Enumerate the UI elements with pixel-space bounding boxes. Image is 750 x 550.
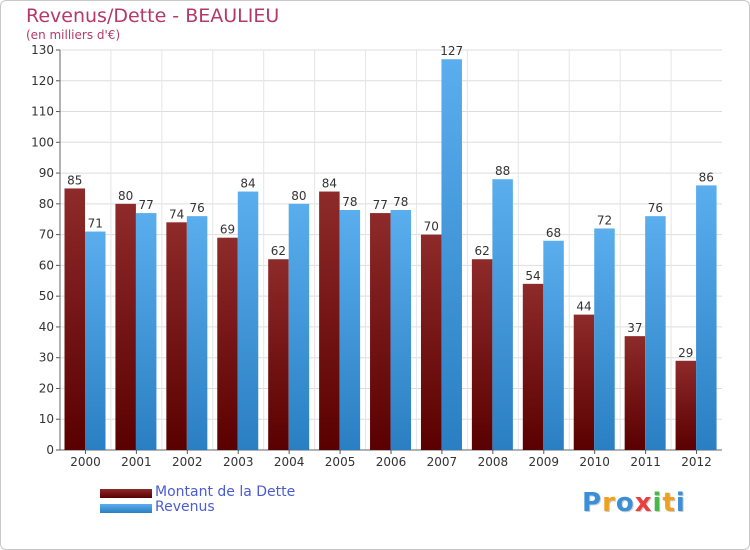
bar-dette (675, 360, 697, 450)
data-label: 84 (322, 177, 337, 191)
data-label: 29 (678, 346, 693, 360)
logo-letter: x (634, 488, 653, 518)
data-label: 72 (597, 213, 612, 227)
bar-revenus (85, 231, 106, 450)
chart-title: Revenus/Dette - BEAULIEU (26, 5, 280, 27)
y-tick-label: 60 (39, 258, 54, 272)
y-tick-label: 50 (39, 289, 54, 303)
logo-letter: r (602, 488, 616, 518)
bars (64, 59, 717, 451)
bar-dette (217, 237, 238, 450)
data-label: 71 (88, 217, 103, 231)
bar-dette (624, 336, 646, 450)
bar-dette (573, 314, 595, 450)
x-tick-label: 2007 (427, 455, 458, 469)
y-tick-label: 70 (39, 228, 54, 242)
data-label: 70 (424, 220, 439, 234)
data-label: 84 (240, 177, 255, 191)
bar-dette (319, 191, 340, 451)
bar-chart: 0 10 20 30 40 50 60 70 80 90 100 110 120 130 2000 2001 2… (31, 43, 722, 469)
proxiti-logo: Proxiti (582, 488, 686, 518)
bar-revenus (645, 216, 666, 450)
x-tick-label: 2000 (70, 455, 101, 469)
y-tick-label: 20 (39, 381, 54, 395)
data-label: 80 (291, 189, 306, 203)
data-label: 62 (474, 244, 489, 258)
x-tick-label: 2008 (478, 455, 509, 469)
bar-revenus (135, 213, 157, 450)
bar-revenus (237, 191, 259, 451)
bar-revenus (390, 210, 412, 450)
bar-revenus (492, 179, 513, 450)
x-tick-label: 2012 (681, 455, 712, 469)
x-tick-label: 2005 (325, 455, 356, 469)
data-label: 76 (189, 201, 204, 215)
y-tick-label: 110 (31, 105, 54, 119)
logo-letter: i (675, 488, 686, 518)
bar-dette (522, 283, 544, 450)
data-label: 68 (546, 226, 561, 240)
logo-letter: o (615, 488, 635, 518)
data-label: 127 (440, 44, 463, 58)
bar-dette (471, 259, 493, 450)
x-tick-label: 2002 (172, 455, 203, 469)
bar-dette (115, 203, 136, 450)
y-tick-label: 10 (39, 412, 54, 426)
y-tick-label: 120 (31, 74, 54, 88)
bar-revenus (441, 59, 462, 450)
bar-revenus (696, 185, 717, 450)
data-label: 78 (393, 195, 408, 209)
bar-revenus (543, 240, 564, 450)
data-label: 86 (699, 170, 714, 184)
data-label: 37 (627, 321, 642, 335)
data-label: 88 (495, 164, 510, 178)
bar-revenus (339, 210, 361, 450)
data-label: 77 (139, 198, 154, 212)
logo-letter: P (582, 488, 603, 518)
legend-label-revenus: Revenus (155, 499, 215, 515)
y-tick-label: 100 (31, 135, 54, 149)
x-tick-label: 2001 (121, 455, 152, 469)
data-labels: 85 80 74 69 62 84 77 70 62 54 44 37 29 71 77 76 84 80 78 78… (67, 44, 714, 360)
x-tick-label: 2010 (579, 455, 610, 469)
x-tick-label: 2003 (223, 455, 254, 469)
bar-dette (370, 213, 391, 450)
legend-swatch-dette (100, 489, 152, 498)
data-label: 54 (525, 269, 540, 283)
y-tick-label: 30 (39, 351, 54, 365)
data-label: 78 (342, 195, 357, 209)
data-label: 74 (169, 207, 184, 221)
bar-dette (420, 234, 442, 450)
legend-label-dette: Montant de la Dette (155, 484, 296, 500)
data-label: 69 (220, 223, 235, 237)
y-tick-label: 0 (46, 443, 54, 457)
bar-revenus (186, 216, 208, 450)
data-label: 85 (67, 173, 82, 187)
x-tick-label: 2004 (274, 455, 305, 469)
bar-revenus (288, 203, 310, 450)
bar-dette (268, 259, 289, 450)
data-label: 80 (118, 189, 133, 203)
x-tick-label: 2011 (630, 455, 661, 469)
y-tick-label: 80 (39, 197, 54, 211)
logo-letter: t (662, 488, 676, 518)
y-tick-label: 130 (31, 43, 54, 57)
data-label: 44 (576, 300, 591, 314)
bar-dette (166, 222, 187, 450)
logo-letter: i (652, 488, 663, 518)
bar-revenus (594, 228, 615, 450)
y-tick-label: 40 (39, 320, 54, 334)
x-tick-label: 2009 (528, 455, 559, 469)
data-label: 62 (271, 244, 286, 258)
data-label: 77 (373, 198, 388, 212)
legend-swatch-revenus (100, 504, 152, 513)
x-tick-label: 2006 (376, 455, 407, 469)
y-tick-label: 90 (39, 166, 54, 180)
chart-subtitle: (en milliers d'€) (26, 28, 121, 42)
bar-dette (64, 188, 85, 450)
data-label: 76 (648, 201, 663, 215)
